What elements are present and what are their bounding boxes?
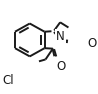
Text: O: O [57, 60, 66, 73]
Text: Cl: Cl [2, 74, 14, 87]
Text: O: O [88, 37, 97, 50]
Text: N: N [56, 30, 65, 43]
